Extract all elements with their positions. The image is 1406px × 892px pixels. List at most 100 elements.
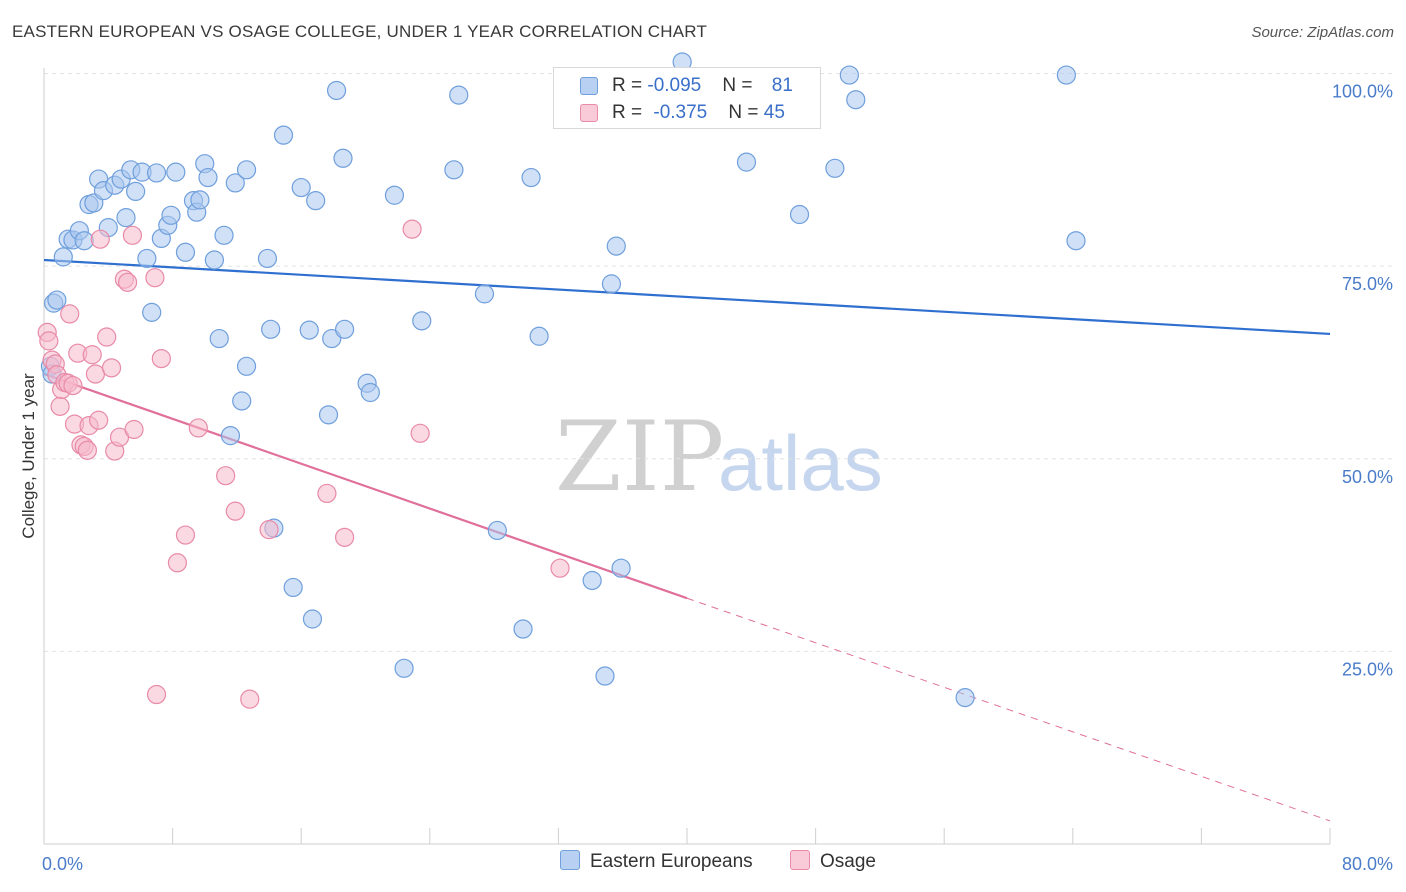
legend-n-label: N = [722, 75, 758, 96]
series-swatch-blue [560, 850, 580, 870]
eastern-europeans-point [529, 326, 549, 346]
eastern-europeans-point [198, 167, 218, 188]
osage-point [89, 410, 109, 430]
series-name: Osage [820, 851, 876, 872]
legend-r-value: -0.095 [647, 75, 702, 96]
eastern-europeans-point [137, 248, 157, 269]
eastern-europeans-point [394, 658, 414, 678]
osage-point [77, 440, 98, 460]
osage-point [225, 501, 245, 521]
osage-point [216, 466, 236, 486]
x-tick-label: 0.0% [42, 854, 83, 874]
osage-point [117, 272, 138, 292]
eastern-europeans-point [175, 242, 196, 262]
osage-point [188, 418, 208, 438]
eastern-europeans-point [302, 609, 323, 629]
series-swatch-pink [790, 850, 810, 870]
eastern-europeans-point [318, 405, 339, 425]
eastern-europeans-point [1056, 65, 1076, 85]
osage-point [101, 358, 122, 378]
x-tick-labels: 0.0% 80.0% [42, 854, 1393, 874]
osage-point [39, 331, 59, 351]
eastern-europeans-point [601, 274, 622, 294]
eastern-europeans-point [306, 191, 326, 211]
osage-point [167, 553, 188, 573]
osage-point [402, 219, 422, 239]
trend-lines [43, 258, 1331, 822]
eastern-europeans-point [204, 250, 224, 270]
legend-n-value: 45 [763, 102, 785, 123]
eastern-europeans-point [53, 247, 73, 267]
osage-point [151, 349, 171, 369]
eastern-europeans-point [595, 666, 615, 686]
y-tick-label: 75.0% [1342, 274, 1393, 294]
eastern-europeans-point [1066, 231, 1086, 251]
eastern-europeans-trend-line [43, 258, 1331, 336]
eastern-europeans-point [789, 204, 810, 225]
osage-point [50, 396, 70, 416]
legend-n-value: 81 [771, 75, 793, 96]
osage-point [82, 345, 102, 365]
osage-point [550, 558, 570, 578]
osage-point [145, 268, 165, 288]
eastern-europeans-point [360, 382, 380, 403]
osage-point [317, 483, 337, 504]
osage-point [122, 225, 143, 245]
eastern-europeans-point [116, 208, 136, 228]
osage-point [60, 304, 80, 324]
osage-point [240, 689, 260, 709]
series-legend-eastern-europeans: Eastern Europeans [560, 850, 753, 873]
eastern-europeans-point [521, 167, 541, 188]
eastern-europeans-point [261, 319, 281, 339]
osage-point [175, 525, 196, 545]
osage-point [97, 327, 117, 347]
series-legend-osage: Osage [790, 850, 876, 873]
y-tick-label: 100.0% [1332, 82, 1393, 102]
legend-swatch-pink [580, 104, 598, 122]
eastern-europeans-point [146, 163, 167, 183]
eastern-europeans-point [273, 125, 294, 145]
eastern-europeans-point [225, 173, 245, 193]
eastern-europeans-point [257, 248, 278, 269]
eastern-europeans-point [412, 311, 432, 331]
osage-point [335, 527, 355, 547]
legend-swatch-blue [580, 77, 598, 95]
chart-title: EASTERN EUROPEAN VS OSAGE COLLEGE, UNDER… [12, 22, 708, 41]
eastern-europeans-point [582, 570, 602, 591]
osage-point [63, 375, 83, 396]
eastern-europeans-point [322, 328, 342, 349]
eastern-europeans-point [236, 356, 257, 376]
eastern-europeans-point [283, 577, 303, 598]
x-tick-label: 80.0% [1342, 854, 1393, 874]
eastern-europeans-point [166, 162, 186, 182]
osage-point [259, 520, 279, 540]
y-tick-label: 50.0% [1342, 467, 1393, 487]
watermark-atlas: atlas [718, 419, 883, 507]
eastern-europeans-point [214, 225, 234, 245]
eastern-europeans-point [236, 160, 257, 180]
eastern-europeans-point [333, 148, 353, 168]
eastern-europeans-point [449, 85, 469, 105]
eastern-europeans-point [444, 160, 464, 180]
eastern-europeans-point [126, 181, 146, 202]
osage-point [124, 419, 144, 440]
eastern-europeans-point [161, 205, 181, 225]
eastern-europeans-point [326, 80, 347, 101]
eastern-europeans-point [209, 328, 229, 349]
watermark: ZIP atlas [555, 401, 883, 513]
eastern-europeans-point [474, 284, 495, 304]
eastern-europeans-point [606, 236, 626, 256]
eastern-europeans-point [513, 619, 533, 639]
eastern-europeans-point [190, 190, 210, 210]
y-tick-labels: 25.0% 50.0% 75.0% 100.0% [1332, 82, 1393, 680]
osage-point [85, 364, 106, 384]
axes [43, 68, 1331, 845]
eastern-europeans-point [291, 177, 311, 198]
osage-point [146, 684, 167, 705]
eastern-europeans-point [487, 520, 507, 541]
legend-n-label: N = [728, 102, 764, 123]
watermark-zip: ZIP [555, 401, 724, 513]
eastern-europeans-point [299, 320, 319, 340]
source-label: Source: ZipAtlas.com [1251, 24, 1394, 41]
